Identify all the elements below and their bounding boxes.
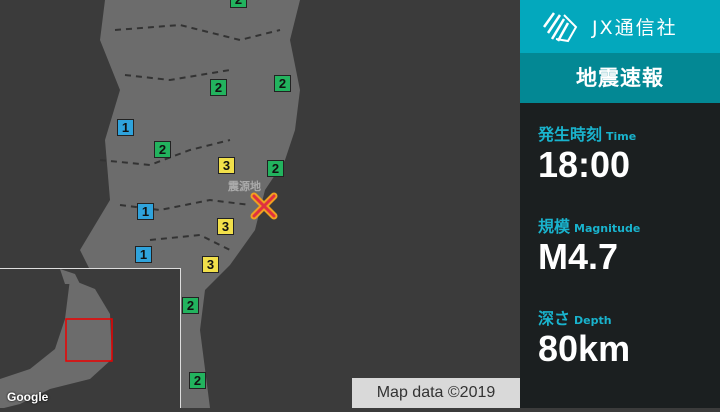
time-label-en: Time xyxy=(606,130,637,143)
depth-label: 深さ xyxy=(538,309,571,328)
intensity-marker[interactable]: 1 xyxy=(135,246,152,263)
intensity-marker[interactable]: 1 xyxy=(137,203,154,220)
intensity-marker[interactable]: 2 xyxy=(267,160,284,177)
intensity-marker[interactable]: 3 xyxy=(202,256,219,273)
depth-section: 深さ Depth 80km xyxy=(520,305,720,369)
map-attribution[interactable]: Map data ©2019 xyxy=(352,378,520,408)
depth-value: 80km xyxy=(538,328,631,369)
brand-header: JX通信社 xyxy=(520,0,720,53)
inset-land xyxy=(0,269,113,408)
jx-logo-icon xyxy=(542,11,578,42)
viewport-rectangle xyxy=(65,318,113,362)
magnitude-label-en: Magnitude xyxy=(574,222,641,235)
intensity-marker[interactable]: 2 xyxy=(189,372,206,389)
intensity-marker[interactable]: 2 xyxy=(274,75,291,92)
magnitude-value: M4.7 xyxy=(538,236,619,277)
brand-name: JX通信社 xyxy=(592,17,678,39)
time-value: 18:00 xyxy=(538,144,631,185)
intensity-marker[interactable]: 2 xyxy=(230,0,247,8)
overview-inset-map[interactable] xyxy=(0,268,181,408)
panel-title: 地震速報 xyxy=(520,53,720,103)
intensity-marker[interactable]: 2 xyxy=(154,141,171,158)
intensity-marker[interactable]: 3 xyxy=(217,218,234,235)
magnitude-section: 規模 Magnitude M4.7 xyxy=(520,213,720,277)
google-logo: Google xyxy=(7,390,49,404)
intensity-marker[interactable]: 3 xyxy=(218,157,235,174)
epicenter-x-icon xyxy=(250,192,278,220)
time-label: 発生時刻 xyxy=(538,125,603,144)
intensity-marker[interactable]: 2 xyxy=(182,297,199,314)
map[interactable]: 2 2 2 1 2 3 2 1 3 1 3 2 2 震源地 Google Map data ©2019 xyxy=(0,0,520,408)
epicenter-label: 震源地 xyxy=(228,180,261,193)
time-section: 発生時刻 Time 18:00 xyxy=(520,121,720,185)
intensity-marker[interactable]: 2 xyxy=(210,79,227,96)
depth-label-en: Depth xyxy=(574,314,612,327)
info-panel: JX通信社 地震速報 発生時刻 Time 18:00 規模 Magnitude M4… xyxy=(520,0,720,408)
magnitude-label: 規模 xyxy=(538,217,571,236)
intensity-marker[interactable]: 1 xyxy=(117,119,134,136)
